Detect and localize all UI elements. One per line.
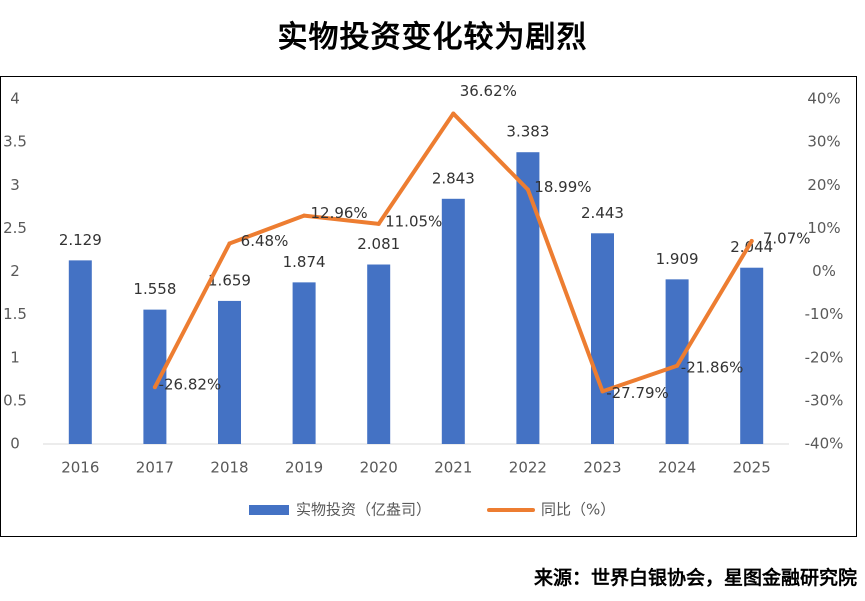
x-tick-label: 2016 (61, 459, 99, 477)
bar (218, 300, 241, 444)
x-tick-label: 2018 (210, 459, 248, 477)
bar-data-label: 1.874 (283, 253, 326, 271)
legend-label-line: 同比（%） (541, 501, 615, 519)
line-data-label: 18.99% (534, 178, 591, 196)
y-right-tick-label: -10% (805, 305, 844, 323)
y-left-tick-label: 0.5 (3, 391, 27, 409)
line-data-label: 11.05% (385, 212, 442, 230)
y-right-tick-label: -30% (805, 391, 844, 409)
x-tick-label: 2021 (434, 459, 472, 477)
line-point (525, 187, 530, 192)
combo-chart: 0 0.5 1 1.5 2 2.5 3 3.5 4 -40% -30% -20% -10% 0% 10% 20… (3, 82, 844, 519)
source-note: 来源：世界白银协会，星图金融研究院 (533, 567, 857, 589)
y-left-tick-label: 3.5 (3, 133, 27, 151)
line-data-label: -26.82% (159, 376, 222, 394)
line-data-label: -27.79% (606, 384, 669, 402)
line-point (600, 389, 605, 394)
y-left-tick-label: 1 (10, 348, 20, 366)
bar (441, 198, 465, 444)
line-data-label: -21.86% (681, 358, 744, 376)
bar-data-label: 2.129 (59, 231, 102, 249)
legend-swatch-bar (249, 505, 289, 515)
bar-data-label: 2.044 (730, 238, 773, 256)
line-data-label: 6.48% (241, 232, 289, 250)
x-tick-label: 2019 (285, 459, 323, 477)
x-tick-label: 2023 (583, 459, 621, 477)
x-tick-label: 2022 (509, 459, 547, 477)
line-point (675, 363, 680, 368)
bar (367, 264, 391, 444)
line-point (227, 241, 232, 246)
bar (516, 152, 540, 444)
bar-data-label: 2.081 (357, 235, 400, 253)
y-right-tick-label: 10% (807, 219, 840, 237)
y-right-tick-label: 30% (807, 133, 840, 151)
line-point (302, 213, 307, 218)
y-right-tick-label: 20% (807, 176, 840, 194)
x-tick-label: 2017 (136, 459, 174, 477)
bar (665, 279, 689, 444)
y-left-tick-label: 1.5 (3, 305, 27, 323)
bar (740, 267, 764, 444)
y-left-tick-label: 2 (10, 262, 20, 280)
line-point (152, 385, 157, 390)
bar-data-label: 1.558 (133, 280, 176, 298)
bar (68, 260, 92, 444)
y-right-tick-label: 0% (812, 262, 836, 280)
line-point (451, 111, 456, 116)
line-point (749, 239, 754, 244)
line-point (376, 221, 381, 226)
bar-data-label: 3.383 (506, 123, 549, 141)
line-data-label: 12.96% (310, 204, 367, 222)
y-left-tick-label: 2.5 (3, 219, 27, 237)
bar-data-label: 2.843 (432, 169, 475, 187)
line-data-label: 36.62% (460, 82, 517, 100)
chart-title: 实物投资变化较为剧烈 (277, 20, 588, 55)
y-right-tick-label: -40% (805, 435, 844, 453)
bar (591, 233, 614, 444)
bar (143, 309, 167, 444)
bar-data-label: 1.659 (208, 271, 251, 289)
y-right-tick-label: 40% (807, 90, 840, 108)
bar-data-label: 2.443 (581, 204, 624, 222)
legend-label-bar: 实物投资（亿盎司） (296, 501, 431, 519)
bar (292, 282, 316, 444)
y-left-tick-label: 0 (10, 435, 20, 453)
bar-data-label: 1.909 (656, 250, 699, 268)
x-tick-label: 2025 (733, 459, 771, 477)
y-left-tick-label: 4 (10, 90, 20, 108)
x-tick-label: 2024 (658, 459, 696, 477)
line-data-label: 7.07% (763, 230, 811, 248)
chart-area: 0 0.5 1 1.5 2 2.5 3 3.5 4 -40% -30% -20% -10% 0% 10% 20… (0, 76, 857, 537)
y-left-tick-label: 3 (10, 176, 20, 194)
x-tick-label: 2020 (360, 459, 398, 477)
y-right-tick-label: -20% (805, 348, 844, 366)
